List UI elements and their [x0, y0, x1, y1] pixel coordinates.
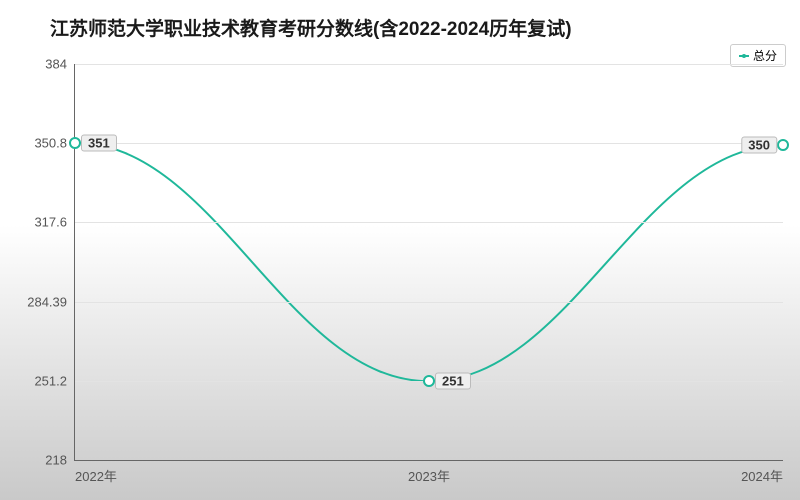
series-line — [75, 143, 783, 382]
data-point — [777, 139, 789, 151]
legend-marker-icon — [739, 55, 749, 57]
chart-title: 江苏师范大学职业技术教育考研分数线(含2022-2024历年复试) — [50, 14, 572, 41]
y-gridline — [75, 222, 783, 223]
y-tick-label: 384 — [45, 57, 75, 72]
x-tick-label: 2022年 — [75, 460, 117, 485]
y-tick-label: 284.39 — [27, 294, 75, 309]
y-tick-label: 218 — [45, 453, 75, 468]
data-label: 251 — [435, 373, 471, 390]
y-gridline — [75, 302, 783, 303]
data-point — [69, 137, 81, 149]
plot-area: 218251.2284.39317.6350.83842022年2023年202… — [74, 64, 783, 461]
x-tick-label: 2023年 — [408, 460, 450, 485]
y-tick-label: 317.6 — [34, 215, 75, 230]
line-svg — [75, 64, 783, 460]
data-point — [423, 375, 435, 387]
legend-series-label: 总分 — [753, 47, 777, 64]
y-tick-label: 251.2 — [34, 373, 75, 388]
y-gridline — [75, 64, 783, 65]
y-gridline — [75, 143, 783, 144]
data-label: 350 — [741, 137, 777, 154]
data-label: 351 — [81, 134, 117, 151]
x-tick-label: 2024年 — [741, 460, 783, 485]
chart-container: 江苏师范大学职业技术教育考研分数线(含2022-2024历年复试) 总分 218… — [0, 0, 800, 500]
